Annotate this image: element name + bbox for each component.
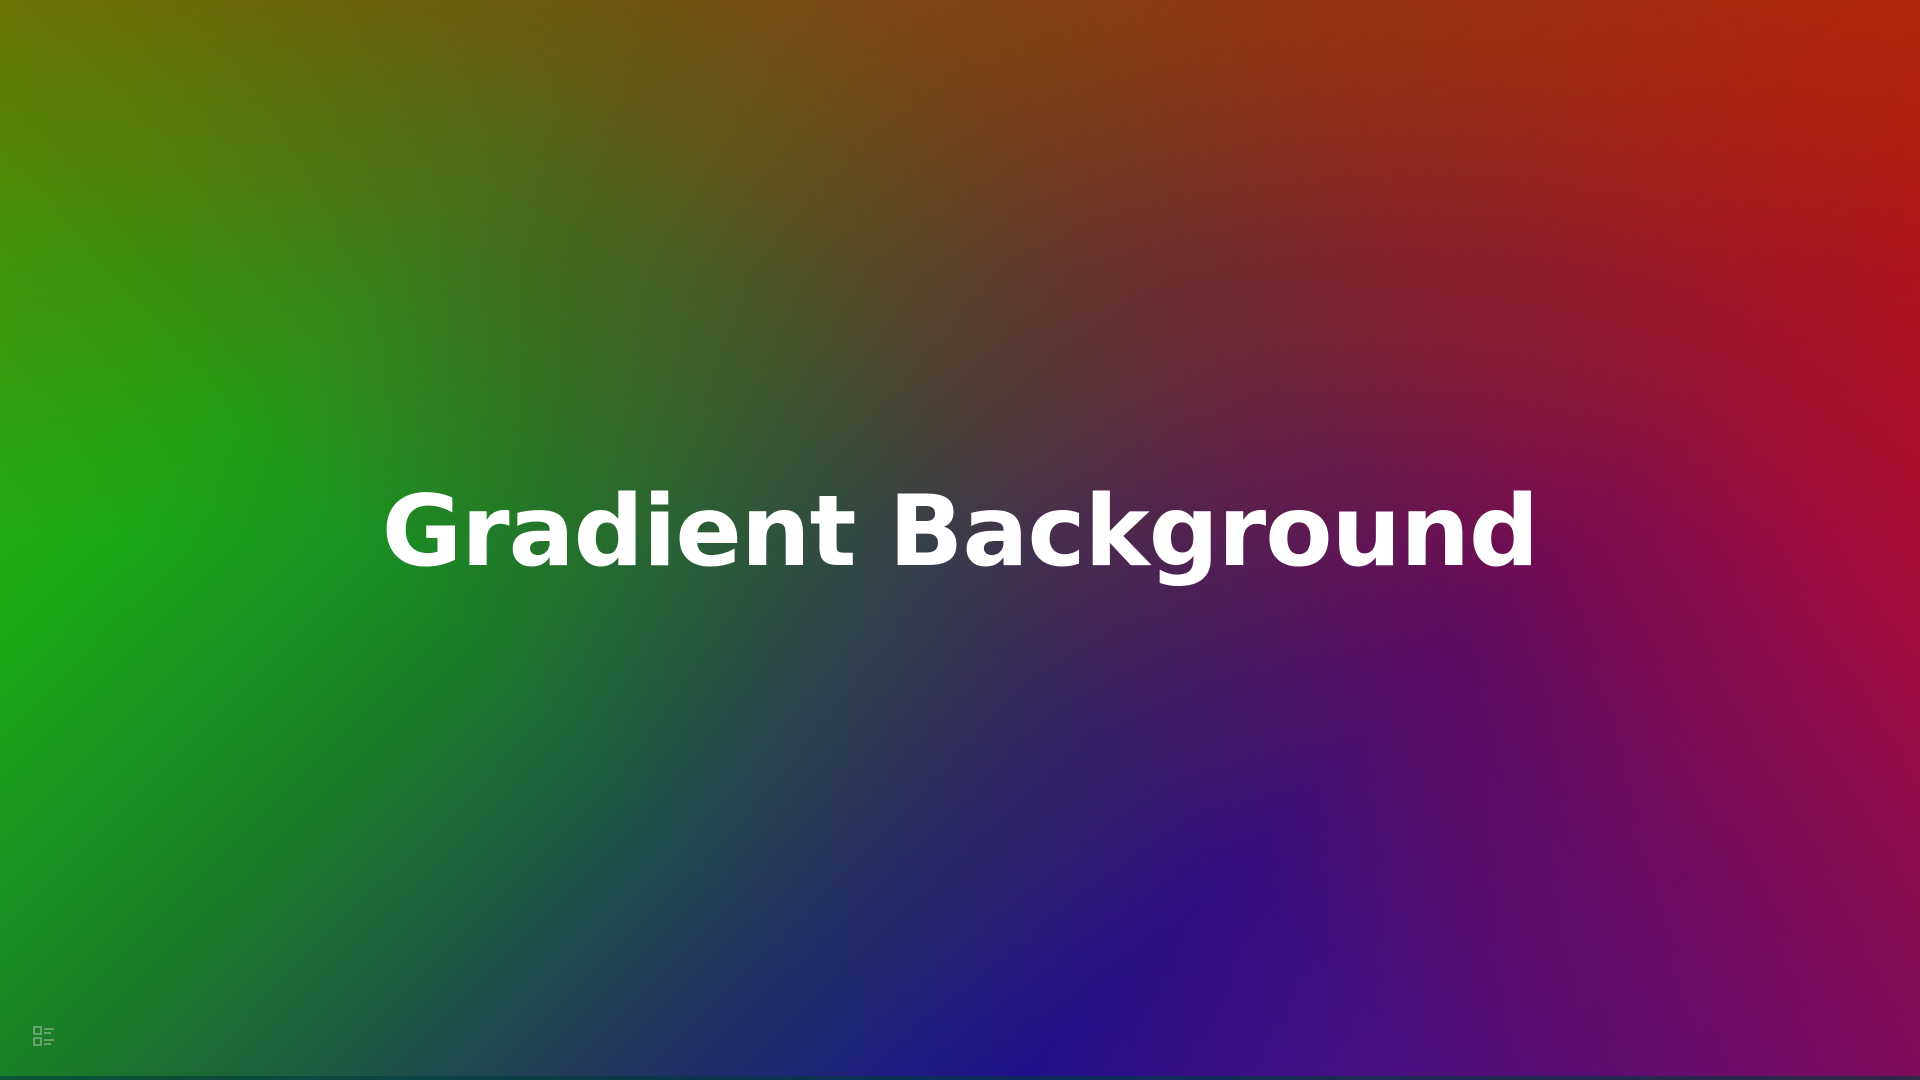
slide-menu-button[interactable] (32, 1024, 56, 1048)
bottom-progress-bar (0, 1076, 1920, 1080)
slide-title: Gradient Background (381, 475, 1539, 589)
slide-menu-icon (32, 1024, 56, 1048)
